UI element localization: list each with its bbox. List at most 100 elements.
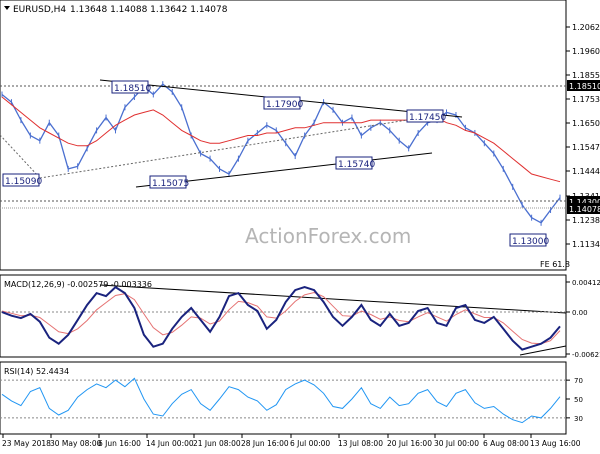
price-segment	[171, 91, 183, 108]
rsi-guide-lines	[0, 379, 566, 419]
macd-trendline-upper[interactable]	[99, 284, 567, 314]
price-panel-frame	[0, 0, 567, 271]
price-segment	[304, 122, 315, 136]
y-tick-label: 1.11340	[572, 240, 600, 249]
price-segment	[417, 122, 429, 134]
price-segment	[209, 158, 221, 170]
collapse-triangle-icon[interactable]	[4, 6, 10, 10]
fe-label: FE 61.8	[540, 260, 570, 269]
rsi-line	[1, 377, 561, 424]
price-segment	[370, 122, 381, 129]
price-segment	[342, 116, 353, 124]
price-segment	[124, 96, 135, 108]
annotation-box	[149, 175, 187, 189]
macd-tick-label: 0.00	[572, 309, 588, 317]
price-segment	[237, 140, 249, 159]
macd-signal-line	[1, 291, 561, 345]
price-segment	[77, 148, 88, 167]
rsi-panel-frame	[0, 361, 567, 435]
price-y-axis: 1.20625 1.19600 1.18555 1.17530 1.16505 1.154…	[566, 23, 600, 249]
price-segment	[1, 93, 12, 103]
annotation-box	[509, 233, 547, 247]
macd-series-layer	[1, 285, 561, 351]
annotation-box	[335, 156, 373, 170]
annotation-label: 1.15740	[338, 160, 375, 170]
y-tick-label: 1.17530	[572, 95, 600, 104]
price-segment	[219, 168, 230, 175]
price-segment	[105, 117, 117, 131]
price-segment	[512, 186, 523, 206]
price-segment	[521, 204, 533, 219]
macd-main-line	[1, 285, 561, 351]
price-header: EURUSD,H4 1.13648 1.14088 1.13642 1.1407…	[4, 5, 228, 15]
y-tick-label: 1.18555	[572, 71, 600, 80]
price-segment	[58, 135, 69, 170]
macd-panel-frame	[0, 274, 567, 358]
x-tick-label: 20 Jul 16:00	[387, 439, 432, 448]
price-segment	[389, 129, 400, 142]
x-tick-label: 21 Jun 08:00	[193, 439, 241, 448]
watermark-text: ActionForex.com	[245, 224, 411, 248]
macd-tick-label: 0.004125	[572, 279, 600, 287]
moving-average-line	[1, 96, 561, 183]
price-segment	[483, 142, 495, 154]
rsi-tick-label: 50	[574, 396, 583, 404]
annotation-box	[263, 96, 301, 110]
price-segment	[398, 140, 410, 149]
price-segment	[181, 107, 192, 136]
price-segment	[86, 130, 98, 149]
x-tick-label: 6 Jun 16:00	[98, 439, 141, 448]
price-segment	[30, 134, 41, 142]
x-tick-label: 13 Jul 08:00	[338, 439, 383, 448]
y-tick-label: 1.19600	[572, 47, 600, 56]
price-tag-text: 1.14078	[569, 205, 600, 214]
y-tick-label: 1.14440	[572, 167, 600, 176]
symbol-label: EURUSD,H4	[13, 5, 66, 15]
macd-trendline-lower[interactable]	[519, 345, 567, 356]
ohlc-label: 1.13648 1.14088 1.13642 1.14078	[70, 5, 228, 15]
price-segment	[10, 101, 22, 121]
moving-average-layer	[1, 96, 561, 183]
annotation-label: 1.15090	[5, 177, 42, 187]
price-tag-current	[567, 203, 600, 214]
rsi-tick-label: 30	[574, 415, 583, 423]
price-segment	[162, 83, 173, 93]
price-segment	[474, 132, 485, 144]
price-segment	[360, 127, 372, 137]
price-segment	[502, 168, 514, 188]
price-segment	[332, 109, 343, 124]
annotation-label: 1.18510	[114, 84, 151, 94]
annotation-box	[2, 173, 40, 187]
annotation-label: 1.15075	[152, 179, 189, 189]
price-segment	[256, 124, 268, 134]
price-segment	[190, 135, 202, 154]
price-series-layer	[1, 81, 561, 226]
rsi-title: RSI(14) 52.4434	[4, 367, 69, 376]
annotation-group: 1.15090 1.18510 1.15075 1.17900 1.15740 …	[2, 80, 570, 269]
macd-tick-label: -0.006218	[572, 351, 600, 359]
y-tick-label: 1.15470	[572, 143, 600, 152]
x-tick-label: 14 Jun 00:00	[146, 439, 194, 448]
annotation-label: 1.13000	[512, 237, 549, 247]
price-segment	[351, 117, 362, 136]
price-segment	[446, 111, 457, 116]
price-segment	[285, 142, 296, 157]
price-segment	[200, 152, 211, 160]
price-segment	[39, 122, 50, 141]
price-segment	[48, 122, 60, 136]
price-segment	[313, 101, 325, 123]
price-tag	[567, 80, 600, 91]
x-tick-label: 30 Jul 00:00	[434, 439, 479, 448]
price-segment	[540, 209, 552, 224]
price-segment	[379, 122, 391, 131]
macd-title: MACD(12,26,9) -0.002579 -0.003336	[4, 280, 152, 289]
price-tag-text: 1.14300	[569, 198, 600, 207]
price-segment	[294, 135, 306, 157]
rsi-tick-label: 70	[574, 377, 583, 385]
x-tick-label: 6 Aug 08:00	[483, 439, 529, 448]
dotted-channel-line	[0, 134, 41, 179]
annotation-label: 1.17900	[266, 100, 303, 110]
y-tick-label: 1.12380	[572, 216, 600, 225]
